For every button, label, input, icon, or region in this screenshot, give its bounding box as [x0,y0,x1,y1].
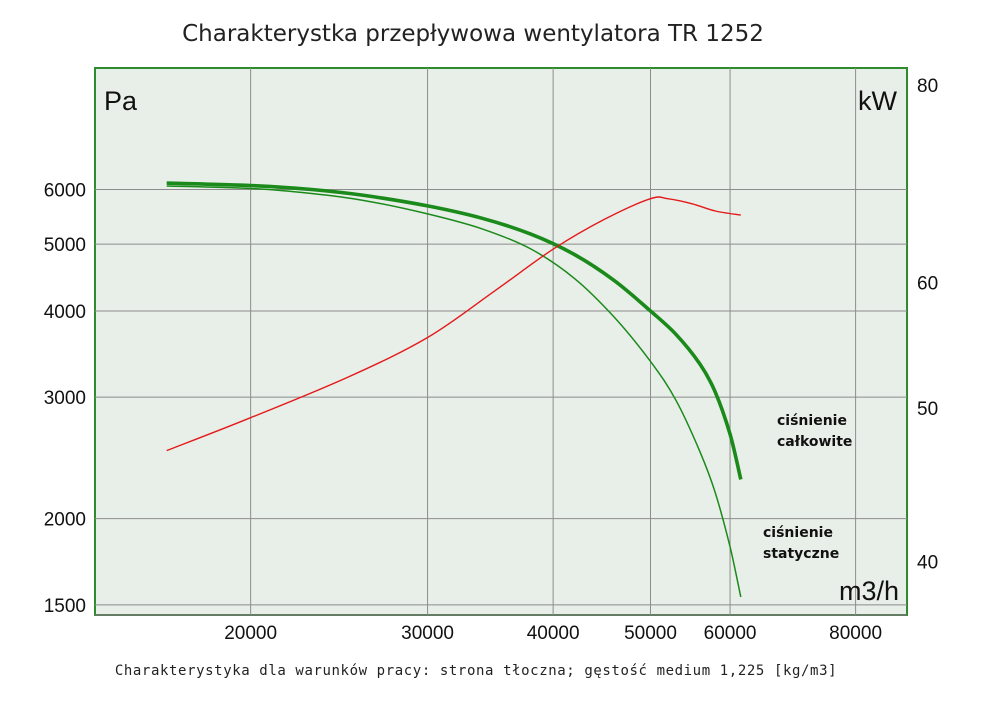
y-axis-unit-label: Pa [104,86,138,116]
static-pressure-label-line1: ciśnienie [763,525,833,541]
x-tick-label: 20000 [224,623,277,644]
total-pressure-label-line1: ciśnienie [777,413,847,429]
power-curve [166,196,741,452]
tick-labels: 20000 30000 40000 50000 60000 80000 1500 2000 30… [44,76,938,644]
y-tick-label: 1500 [44,596,86,617]
total-pressure-label: ciśnienie całkowite [777,413,852,450]
chart-footnote: Charakterystyka dla warunków pracy: stro… [115,663,837,679]
chart-title: Charakterystka przepływowa wentylatora T… [182,21,764,47]
total-pressure-label-line2: całkowite [777,434,852,450]
y2-tick-label: 40 [917,552,938,573]
x-tick-label: 40000 [527,623,580,644]
y2-tick-label: 50 [917,399,938,420]
x-tick-label: 80000 [829,623,882,644]
y2-tick-label: 80 [917,76,938,97]
y-tick-label: 5000 [44,235,86,256]
y-tick-label: 2000 [44,510,86,531]
y-tick-label: 4000 [44,302,86,323]
x-tick-label: 60000 [704,623,757,644]
x-axis-unit-label: m3/h [839,576,899,606]
y2-tick-label: 60 [917,274,938,295]
x-tick-label: 30000 [401,623,454,644]
static-pressure-label: ciśnienie statyczne [763,525,839,562]
x-tick-label: 50000 [624,623,677,644]
y-tick-label: 6000 [44,180,86,201]
series-layer [166,181,743,598]
grid-lines [95,68,907,615]
y-tick-label: 3000 [44,388,86,409]
static-pressure-curve [166,185,742,598]
y2-axis-unit-label: kW [858,86,898,116]
plot-area [94,67,908,616]
total-pressure-curve [166,181,743,480]
static-pressure-label-line2: statyczne [763,546,839,562]
